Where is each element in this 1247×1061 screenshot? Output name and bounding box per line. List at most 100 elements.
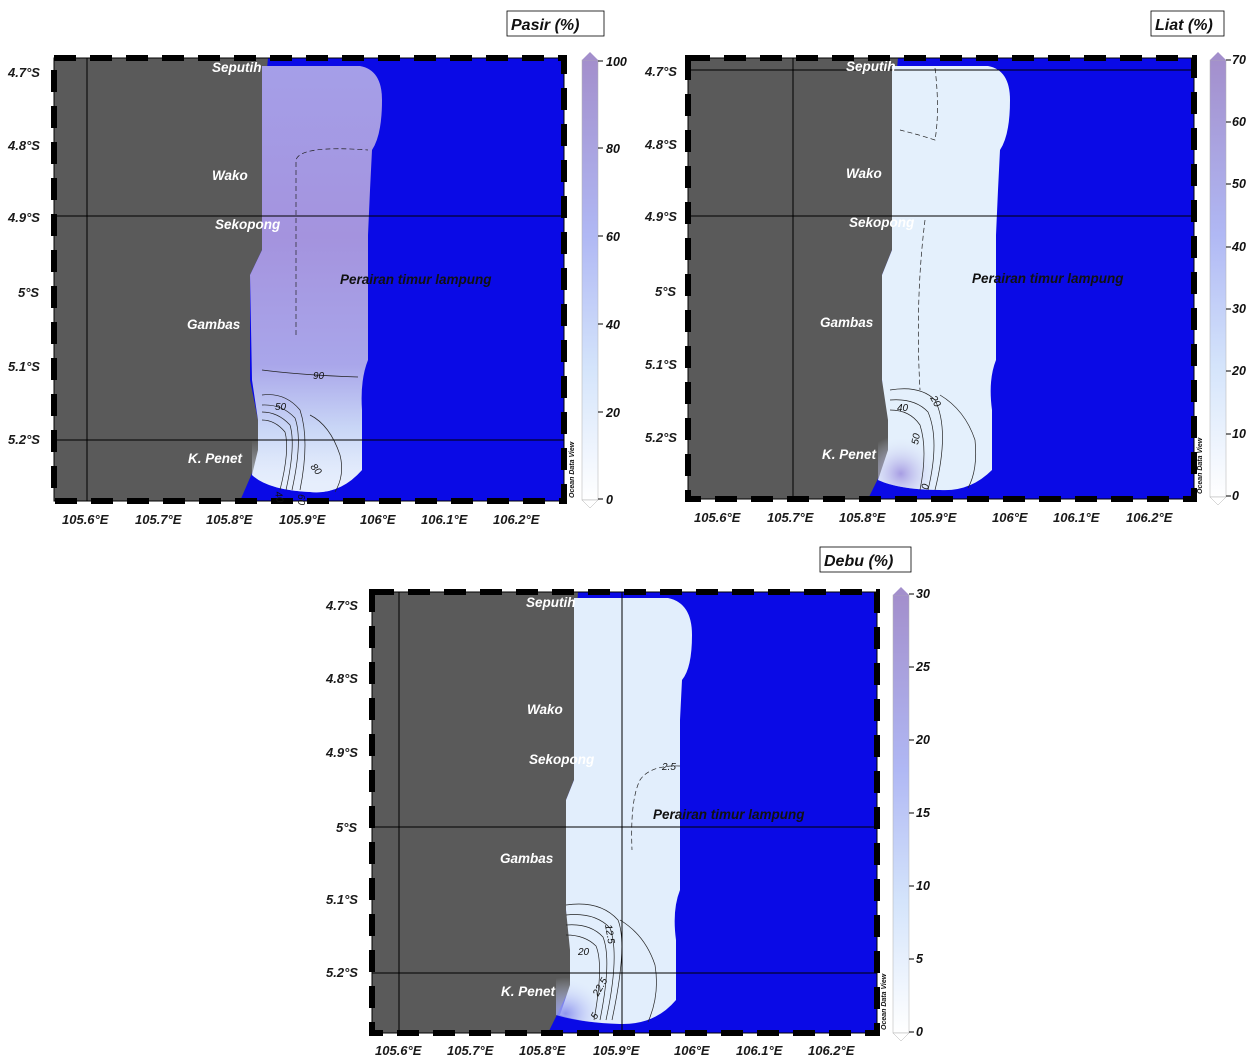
colorbar-tick: 20 bbox=[1231, 364, 1246, 378]
graticule bbox=[688, 58, 1194, 499]
watermark: Ocean Data View bbox=[1197, 437, 1204, 494]
latitude-labels: 4.7°S 4.8°S 4.9°S 5°S 5.1°S 5.2°S bbox=[325, 598, 358, 980]
lat-tick: 5°S bbox=[655, 284, 676, 299]
colorbar-tick: 60 bbox=[1232, 115, 1246, 129]
watermark: Ocean Data View bbox=[881, 973, 888, 1030]
panel-title: Debu (%) bbox=[824, 553, 893, 570]
contour-label-60: 60 bbox=[295, 494, 306, 506]
lat-tick: 4.7°S bbox=[325, 598, 358, 613]
lat-tick: 4.7°S bbox=[7, 65, 40, 80]
colorbar-tick: 60 bbox=[606, 230, 620, 244]
sea-label: Perairan timur lampung bbox=[972, 271, 1124, 286]
panel-title: Liat (%) bbox=[1155, 17, 1213, 34]
place-k-penet: K. Penet bbox=[188, 451, 243, 466]
latitude-labels: 4.7°S 4.8°S 4.9°S 5°S 5.1°S 5.2°S bbox=[7, 65, 40, 447]
low-value-zone bbox=[252, 440, 362, 493]
lon-tick: 106.2°E bbox=[1126, 510, 1173, 525]
colorbar-tick: 0 bbox=[606, 493, 613, 507]
title-box bbox=[1150, 10, 1225, 37]
colorbar: 70 60 50 40 30 20 10 0 Ocean Data View bbox=[1197, 52, 1246, 506]
lon-tick: 106°E bbox=[992, 510, 1028, 525]
place-sekopong: Sekopong bbox=[215, 217, 281, 232]
place-gambas: Gambas bbox=[820, 315, 874, 330]
lat-tick: 5°S bbox=[336, 820, 357, 835]
colorbar-tick: 10 bbox=[1232, 427, 1246, 441]
lon-tick: 105.7°E bbox=[135, 512, 182, 527]
lon-tick: 105.9°E bbox=[593, 1043, 640, 1058]
lat-tick: 5.1°S bbox=[645, 357, 677, 372]
panel-title: Pasir (%) bbox=[511, 17, 579, 34]
lat-tick: 4.8°S bbox=[644, 137, 677, 152]
colorbar: 100 80 60 40 20 0 Ocean Data View bbox=[569, 52, 627, 509]
contour-label-2-5: 2.5 bbox=[661, 762, 676, 773]
map-border bbox=[53, 57, 565, 502]
contour-label-20: 20 bbox=[927, 393, 943, 409]
colorbar-tick: 50 bbox=[1232, 177, 1246, 191]
lat-tick: 4.9°S bbox=[7, 210, 40, 225]
title-box bbox=[506, 10, 605, 37]
colorbar-tick: 30 bbox=[916, 587, 930, 601]
lon-tick: 105.6°E bbox=[62, 512, 109, 527]
land-area bbox=[372, 592, 578, 1033]
lat-tick: 5.2°S bbox=[8, 432, 40, 447]
title-box bbox=[819, 546, 912, 573]
lon-tick: 106.1°E bbox=[421, 512, 468, 527]
panel-liat: Seputih Wako Sekopong Gambas K. Penet Pe… bbox=[644, 10, 1246, 525]
colorbar-tick: 80 bbox=[606, 142, 620, 156]
contour-lines bbox=[565, 765, 681, 1023]
lat-tick: 4.8°S bbox=[325, 671, 358, 686]
lon-tick: 106.2°E bbox=[493, 512, 540, 527]
place-k-penet: K. Penet bbox=[822, 447, 877, 462]
lon-tick: 106°E bbox=[360, 512, 396, 527]
place-k-penet: K. Penet bbox=[501, 984, 556, 999]
sea-label: Perairan timur lampung bbox=[653, 807, 805, 822]
latitude-labels: 4.7°S 4.8°S 4.9°S 5°S 5.1°S 5.2°S bbox=[644, 64, 677, 445]
contour-label-5: 5 bbox=[589, 1011, 602, 1022]
colorbar-tick: 0 bbox=[1232, 489, 1239, 503]
place-seputih: Seputih bbox=[846, 59, 896, 74]
place-gambas: Gambas bbox=[500, 851, 554, 866]
colorbar-tick: 5 bbox=[916, 952, 924, 966]
place-sekopong: Sekopong bbox=[529, 752, 595, 767]
place-gambas: Gambas bbox=[187, 317, 241, 332]
panel-debu: Seputih Wako Sekopong Gambas K. Penet Pe… bbox=[325, 546, 931, 1058]
lon-tick: 105.7°E bbox=[767, 510, 814, 525]
place-sekopong: Sekopong bbox=[849, 215, 915, 230]
lat-tick: 4.8°S bbox=[7, 138, 40, 153]
longitude-labels: 105.6°E 105.7°E 105.8°E 105.9°E 106°E 10… bbox=[375, 1043, 855, 1058]
colorbar-tick: 100 bbox=[606, 55, 627, 69]
contour-label-20: 20 bbox=[577, 947, 590, 958]
lon-tick: 106°E bbox=[674, 1043, 710, 1058]
high-value-zone bbox=[878, 380, 992, 491]
lon-tick: 105.8°E bbox=[839, 510, 886, 525]
lon-tick: 105.6°E bbox=[375, 1043, 422, 1058]
colorbar-tick: 10 bbox=[916, 879, 930, 893]
graticule bbox=[372, 592, 877, 1033]
contour-label-40: 40 bbox=[272, 491, 285, 504]
place-wako: Wako bbox=[527, 702, 563, 717]
lon-tick: 105.9°E bbox=[910, 510, 957, 525]
lat-tick: 4.9°S bbox=[644, 209, 677, 224]
panel-pasir: Seputih Wako Sekopong Gambas K. Penet Pe… bbox=[7, 10, 627, 527]
contour-lines bbox=[261, 148, 369, 493]
colorbar-tick: 15 bbox=[916, 806, 931, 820]
lat-tick: 5.2°S bbox=[645, 430, 677, 445]
colorbar-tick: 30 bbox=[1232, 302, 1246, 316]
contour-label-90: 90 bbox=[313, 371, 325, 382]
longitude-labels: 105.6°E 105.7°E 105.8°E 105.9°E 106°E 10… bbox=[62, 512, 540, 527]
land-area bbox=[54, 58, 268, 501]
lon-tick: 106.2°E bbox=[808, 1043, 855, 1058]
sea-label: Perairan timur lampung bbox=[340, 272, 492, 287]
colorbar-tick: 20 bbox=[915, 733, 930, 747]
lon-tick: 105.6°E bbox=[694, 510, 741, 525]
place-wako: Wako bbox=[846, 166, 882, 181]
lon-tick: 105.7°E bbox=[447, 1043, 494, 1058]
contour-label-50: 50 bbox=[275, 402, 287, 413]
graticule bbox=[54, 58, 564, 501]
colorbar-tick: 40 bbox=[605, 318, 620, 332]
lon-tick: 105.9°E bbox=[279, 512, 326, 527]
lon-tick: 106.1°E bbox=[736, 1043, 783, 1058]
colorbar-tick: 70 bbox=[1232, 53, 1246, 67]
lon-tick: 106.1°E bbox=[1053, 510, 1100, 525]
